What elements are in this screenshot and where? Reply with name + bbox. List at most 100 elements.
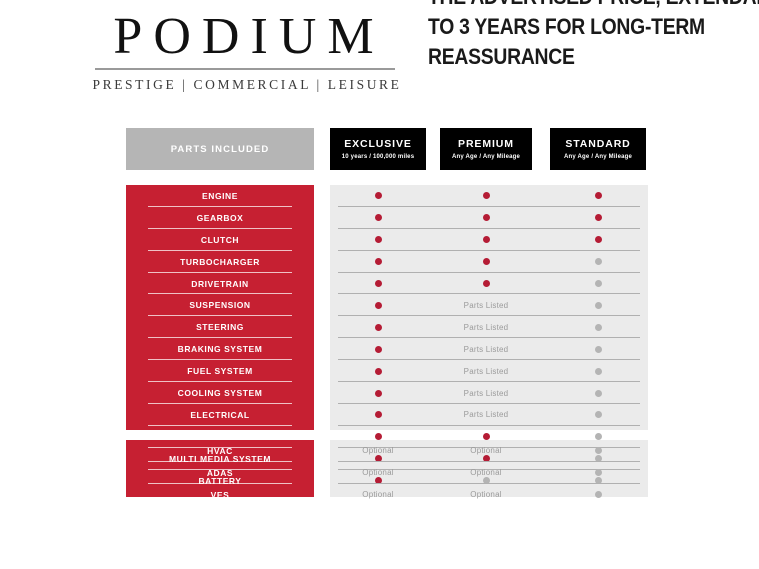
- part-row-label: BRAKING SYSTEM: [126, 338, 314, 361]
- included-dot-icon: [594, 192, 602, 200]
- not-included-dot-icon: [594, 433, 602, 441]
- part-row-label: MULTI MEDIA SYSTEM: [126, 448, 314, 470]
- coverage-cell: [330, 470, 426, 492]
- included-dot-icon: [374, 280, 382, 288]
- brand-name: PODIUM: [113, 8, 385, 65]
- included-dot-icon: [374, 411, 382, 419]
- included-dot-icon: [482, 236, 490, 244]
- coverage-cell: Parts Listed: [440, 360, 532, 382]
- part-name: MULTI MEDIA SYSTEM: [169, 453, 271, 464]
- table-header-row: PARTS INCLUDED EXCLUSIVE 10 years / 100,…: [0, 128, 759, 173]
- coverage-row: [330, 229, 648, 251]
- part-name: ADAS: [206, 467, 234, 478]
- headline-line-1: THE ADVERTISED PRICE, EXTENDABLE UP: [428, 0, 759, 12]
- plan-subtitle-exclusive: 10 years / 100,000 miles: [341, 154, 415, 160]
- coverage-row: [330, 251, 648, 273]
- plan-header-premium[interactable]: PREMIUM Any Age / Any Mileage: [440, 128, 532, 170]
- coverage-cell: [330, 185, 426, 207]
- row-divider: [338, 337, 640, 339]
- row-divider: [148, 381, 292, 383]
- included-dot-icon: [482, 192, 490, 200]
- not-included-dot-icon: [594, 491, 602, 499]
- coverage-cell: [330, 273, 426, 295]
- row-divider: [148, 227, 292, 229]
- included-dot-icon: [374, 389, 382, 397]
- part-row-label: DRIVETRAIN: [126, 273, 314, 295]
- coverage-cell: Optional: [330, 462, 426, 484]
- coverage-row: Optional Optional: [330, 440, 648, 462]
- coverage-note: Optional: [470, 490, 502, 500]
- plan-header-standard[interactable]: STANDARD Any Age / Any Mileage: [550, 128, 646, 170]
- not-included-dot-icon: [594, 455, 602, 463]
- logo-divider: [95, 68, 395, 70]
- part-name: COOLING SYSTEM: [177, 388, 263, 399]
- coverage-note: Parts Listed: [463, 344, 509, 354]
- part-row-label: TIMING BELT / CHAINS: [126, 426, 314, 448]
- brand-logo: PODIUM PRESTIGE | COMMERCIAL | LEISURE: [85, 0, 405, 94]
- included-dot-icon: [594, 214, 602, 222]
- included-dot-icon: [482, 258, 490, 266]
- coverage-cell: [440, 448, 532, 470]
- parts-included-label: PARTS INCLUDED: [170, 143, 270, 155]
- not-included-dot-icon: [594, 411, 602, 419]
- coverage-cell: Parts Listed: [440, 382, 532, 404]
- not-included-dot-icon: [594, 447, 602, 455]
- brand-tagline: PRESTIGE | COMMERCIAL | LEISURE: [92, 77, 402, 92]
- part-row-label: FUEL SYSTEM: [126, 360, 314, 383]
- included-dot-icon: [482, 214, 490, 222]
- part-name: BRAKING SYSTEM: [177, 344, 263, 355]
- part-name: DRIVETRAIN: [191, 278, 249, 289]
- coverage-note: Optional: [362, 446, 394, 456]
- included-dot-icon: [374, 214, 382, 222]
- coverage-cell: Parts Listed: [440, 338, 532, 360]
- included-dot-icon: [374, 477, 382, 485]
- coverage-cell: [440, 229, 532, 251]
- coverage-cell: [550, 207, 646, 229]
- plan-subtitle-standard: Any Age / Any Mileage: [563, 154, 633, 160]
- row-divider: [148, 249, 292, 251]
- coverage-note: Optional: [470, 446, 502, 456]
- row-divider: [148, 468, 292, 470]
- coverage-note: Optional: [470, 468, 502, 478]
- coverage-cell: [440, 207, 532, 229]
- plan-header-exclusive[interactable]: EXCLUSIVE 10 years / 100,000 miles: [330, 128, 426, 170]
- row-divider: [338, 402, 640, 404]
- included-dot-icon: [374, 301, 382, 309]
- included-dot-icon: [374, 236, 382, 244]
- row-divider: [148, 446, 292, 448]
- row-divider: [338, 315, 640, 317]
- coverage-cell: [550, 229, 646, 251]
- not-included-dot-icon: [594, 477, 602, 485]
- part-name: BATTERY: [198, 475, 242, 486]
- row-divider: [338, 424, 640, 426]
- row-divider: [338, 446, 640, 448]
- row-divider: [148, 359, 292, 361]
- part-row-label: VES: [126, 484, 314, 506]
- coverage-cell: [550, 448, 646, 470]
- not-included-dot-icon: [594, 367, 602, 375]
- part-name: TIMING BELT / CHAINS: [167, 431, 273, 442]
- coverage-row: Parts Listed: [330, 382, 648, 404]
- coverage-cell: [330, 207, 426, 229]
- row-divider: [148, 402, 292, 404]
- coverage-cell: [550, 338, 646, 360]
- page-header: PODIUM PRESTIGE | COMMERCIAL | LEISURE T…: [0, 0, 759, 118]
- coverage-note: Optional: [362, 490, 394, 500]
- coverage-cell: [330, 426, 426, 448]
- coverage-cell: [550, 316, 646, 338]
- part-row-label: HVAC: [126, 440, 314, 462]
- row-divider: [338, 359, 640, 361]
- coverage-row: [330, 207, 648, 229]
- part-row-label: SUSPENSION: [126, 295, 314, 317]
- row-divider: [148, 482, 292, 484]
- parts-included-header: PARTS INCLUDED: [126, 128, 314, 170]
- part-name: GEARBOX: [196, 212, 244, 223]
- coverage-row: [330, 426, 648, 448]
- coverage-cell: [330, 382, 426, 404]
- included-dot-icon: [594, 236, 602, 244]
- coverage-note: Optional: [362, 468, 394, 478]
- included-dot-icon: [374, 323, 382, 331]
- coverage-table: PARTS INCLUDED EXCLUSIVE 10 years / 100,…: [0, 118, 759, 569]
- coverage-cell: [550, 484, 646, 506]
- headline: THE ADVERTISED PRICE, EXTENDABLE UP TO 3…: [428, 0, 759, 72]
